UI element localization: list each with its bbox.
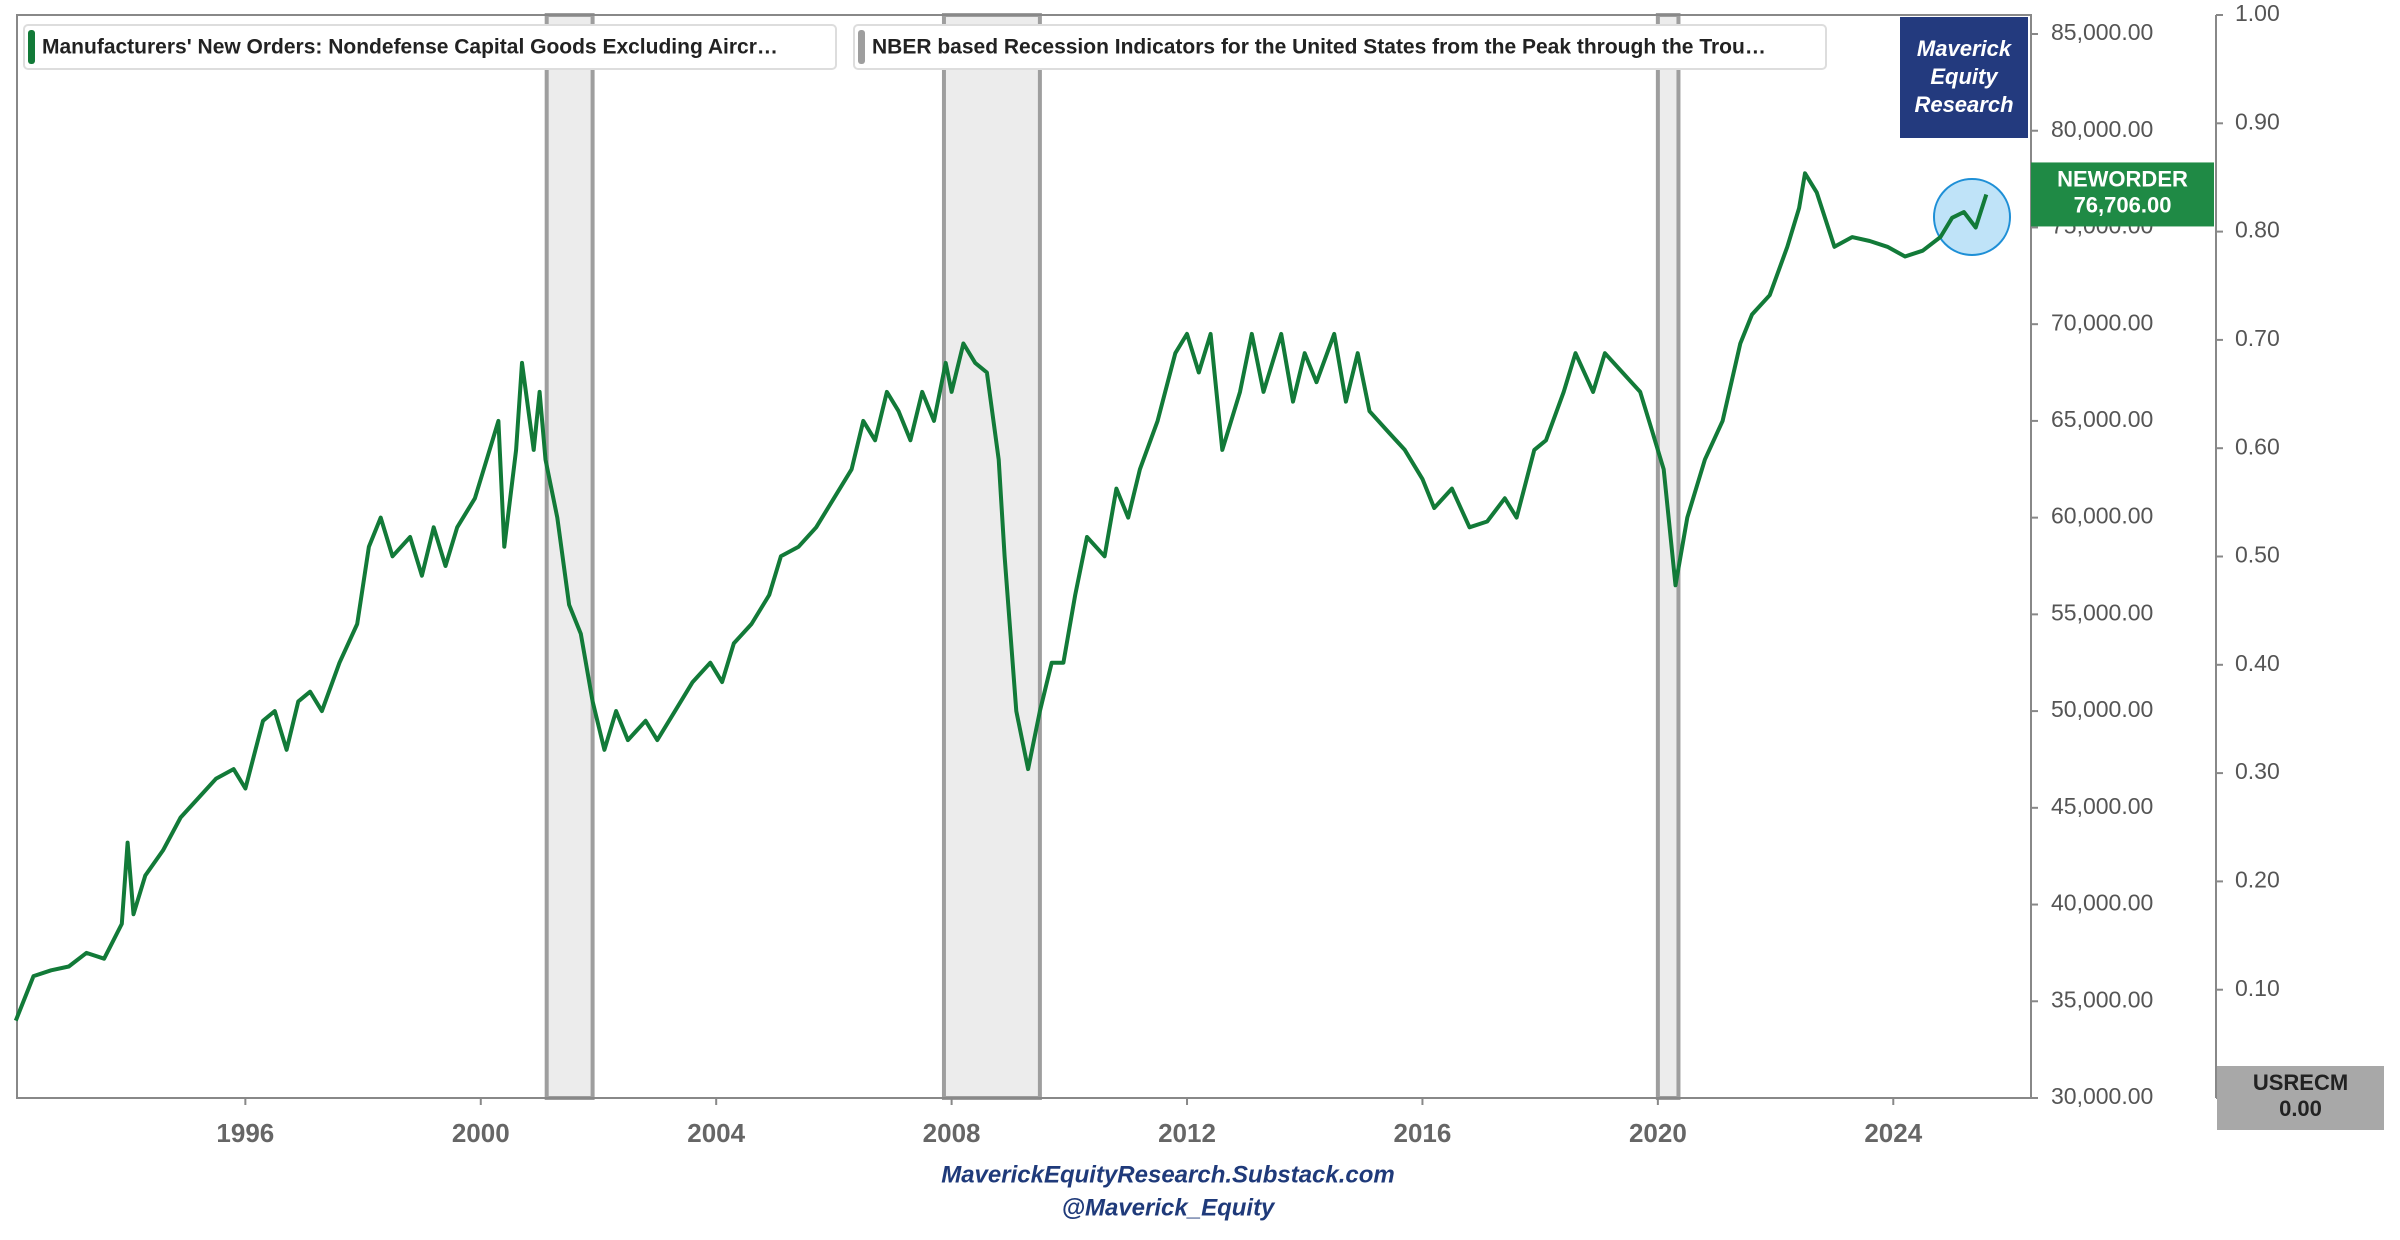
y2-tick-label: 0.20	[2235, 866, 2280, 892]
y-tick-label: 65,000.00	[2051, 406, 2153, 432]
watermark-box	[1900, 17, 2028, 138]
y-tick-label: 30,000.00	[2051, 1083, 2153, 1109]
data-line	[13, 171, 1989, 1022]
x-tick-label: 2000	[452, 1118, 510, 1148]
legend-swatch	[858, 30, 865, 64]
y2-tick-label: 0.80	[2235, 217, 2280, 243]
footer: MaverickEquityResearch.Substack.com	[941, 1161, 1395, 1188]
end-label-value: 76,706.00	[2074, 192, 2172, 217]
watermark: Maverick	[1917, 36, 2013, 61]
y-tick-label: 40,000.00	[2051, 890, 2153, 916]
end-label-name: NEWORDER	[2057, 166, 2188, 191]
legend-box	[853, 24, 1827, 70]
y2-tick-label: 0.10	[2235, 975, 2280, 1001]
y2-tick-label: 0.60	[2235, 433, 2280, 459]
y-tick-label: 35,000.00	[2051, 986, 2153, 1012]
end-label-box	[2031, 162, 2214, 227]
end-label-value: 0.00	[2279, 1096, 2322, 1121]
y-tick-label: 55,000.00	[2051, 599, 2153, 625]
legend-swatch	[28, 30, 35, 64]
end-label-box	[2217, 1066, 2384, 1130]
y2-tick-label: 0.70	[2235, 325, 2280, 351]
y-tick-label: 80,000.00	[2051, 116, 2153, 142]
recession-band	[941, 13, 1042, 1100]
x-tick-label: 2008	[923, 1118, 981, 1148]
watermark: Equity	[1930, 64, 1999, 89]
watermark: Research	[1914, 92, 2013, 117]
y-tick-label: 70,000.00	[2051, 309, 2153, 335]
legend-label: NBER based Recession Indicators for the …	[872, 36, 1766, 59]
x-tick-label: 1996	[216, 1118, 274, 1148]
y-tick-label: 60,000.00	[2051, 503, 2153, 529]
y2-tick-label: 0.90	[2235, 108, 2280, 134]
legend-box	[23, 24, 837, 70]
recession-band	[544, 13, 595, 1100]
y2-tick-label: 0.40	[2235, 650, 2280, 676]
x-tick-label: 2020	[1629, 1118, 1687, 1148]
x-tick-label: 2016	[1394, 1118, 1452, 1148]
highlight-circle	[1933, 178, 2011, 256]
end-label-name: USRECM	[2253, 1070, 2348, 1095]
y2-tick-label: 1.00	[2235, 0, 2280, 26]
y-tick-label: 45,000.00	[2051, 793, 2153, 819]
x-tick-label: 2024	[1864, 1118, 1922, 1148]
y-tick-label: 50,000.00	[2051, 696, 2153, 722]
legend-label: Manufacturers' New Orders: Nondefense Ca…	[42, 36, 778, 59]
footer: @Maverick_Equity	[1062, 1194, 1276, 1221]
y2-tick-label: 0.30	[2235, 758, 2280, 784]
recession-band	[1655, 13, 1681, 1100]
y-tick-label: 85,000.00	[2051, 19, 2153, 45]
x-tick-label: 2004	[687, 1118, 745, 1148]
x-tick-label: 2012	[1158, 1118, 1216, 1148]
y2-tick-label: 0.50	[2235, 542, 2280, 568]
